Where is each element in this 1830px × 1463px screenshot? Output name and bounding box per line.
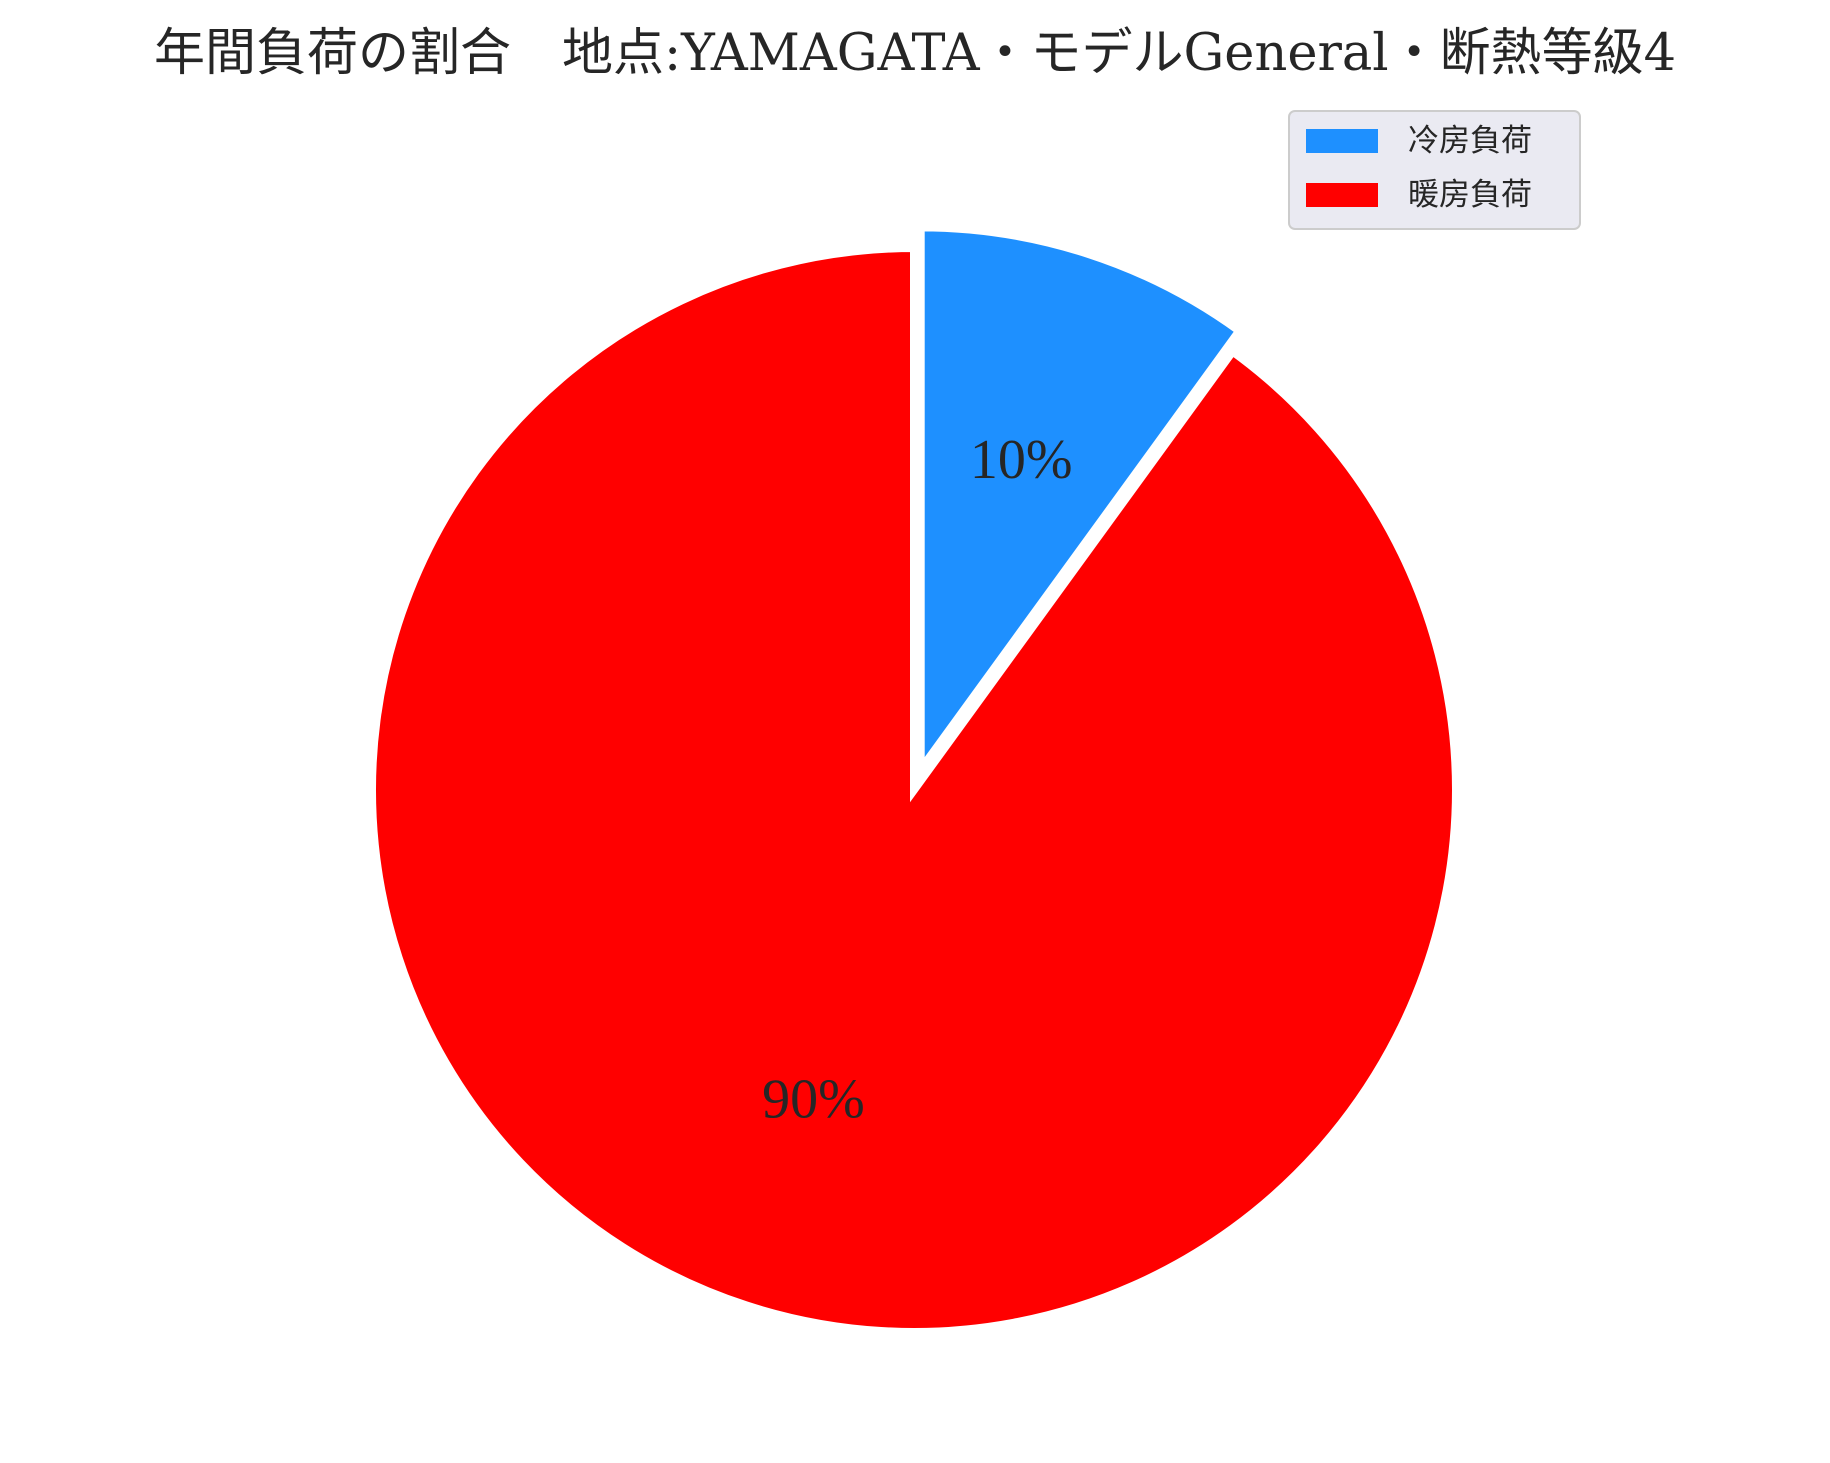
pie-slices: [368, 223, 1460, 1336]
slice-percent-label-1: 90%: [762, 1068, 865, 1130]
legend-swatch-1: [1306, 183, 1378, 207]
pie-slice-0: [916, 223, 1245, 782]
slice-percent-label-0: 10%: [970, 429, 1073, 491]
legend-label-0: 冷房負荷: [1408, 123, 1532, 159]
pie-slice-1: [368, 243, 1460, 1336]
legend-swatch-0: [1306, 129, 1378, 153]
pie-slice-labels: 10% 90%: [762, 429, 1072, 1130]
legend-label-1: 暖房負荷: [1408, 177, 1532, 213]
chart-title: 年間負荷の割合 地点:YAMAGATA・モデルGeneral・断熱等級4: [154, 24, 1676, 83]
